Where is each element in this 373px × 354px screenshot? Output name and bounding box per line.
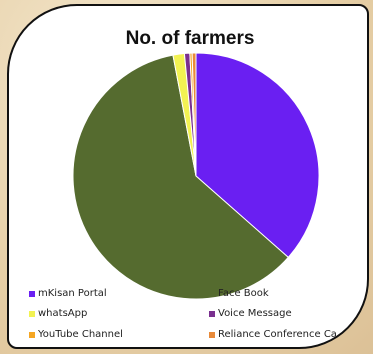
- pie-chart: [72, 52, 320, 300]
- pie-slice-face-book: [72, 54, 289, 300]
- legend-label-youtube-channel: YouTube Channel: [38, 329, 123, 340]
- legend-item-mkisan-portal: mKisan Portal: [29, 288, 107, 299]
- legend-label-mkisan-portal: mKisan Portal: [38, 288, 107, 299]
- chart-legend: mKisan Portal Face Book whatsApp Voice Mess…: [29, 286, 367, 347]
- legend-item-youtube-channel: YouTube Channel: [29, 329, 123, 340]
- legend-label-reliance-conference-ca: Reliance Conference Ca: [218, 329, 337, 340]
- legend-swatch-mkisan-portal: [29, 290, 35, 297]
- legend-item-voice-message: Voice Message: [209, 308, 292, 319]
- legend-item-whatsapp: whatsApp: [29, 308, 87, 319]
- chart-card: No. of farmers mKisan Portal Face Book wha…: [7, 4, 369, 349]
- legend-label-face-book: Face Book: [218, 288, 269, 299]
- legend-swatch-reliance-conference-ca: [209, 331, 215, 338]
- legend-swatch-youtube-channel: [29, 331, 35, 338]
- legend-swatch-face-book: [209, 290, 215, 297]
- pie-slice-reliance-conference-ca: [191, 52, 197, 177]
- legend-swatch-whatsapp: [29, 310, 35, 317]
- legend-swatch-voice-message: [209, 310, 215, 317]
- legend-label-voice-message: Voice Message: [218, 308, 292, 319]
- chart-title: No. of farmers: [125, 28, 255, 49]
- legend-label-whatsapp: whatsApp: [38, 308, 88, 319]
- legend-item-face-book: Face Book: [209, 288, 269, 299]
- pie-slice-mkisan-portal: [195, 52, 320, 259]
- legend-item-reliance-conference-ca: Reliance Conference Ca: [209, 329, 337, 340]
